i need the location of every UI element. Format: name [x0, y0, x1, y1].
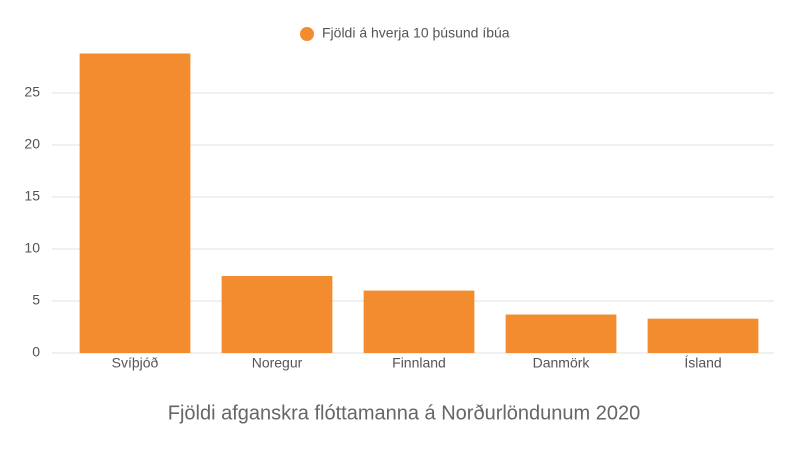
x-tick-label: Svíþjóð — [112, 355, 159, 371]
x-tick-label: Ísland — [684, 355, 721, 371]
y-tick-label: 25 — [24, 84, 40, 100]
x-tick-label: Noregur — [252, 355, 303, 371]
y-tick-label: 20 — [24, 136, 40, 152]
bar — [363, 290, 475, 353]
legend-label: Fjöldi á hverja 10 þúsund íbúa — [322, 25, 510, 41]
bar — [647, 318, 759, 353]
x-tick-label: Finnland — [392, 355, 446, 371]
bar — [221, 276, 333, 353]
bar — [505, 314, 617, 353]
y-tick-label: 10 — [24, 240, 40, 256]
chart-title: Fjöldi afganskra flóttamanna á Norðurlön… — [168, 402, 641, 424]
y-tick-label: 15 — [24, 188, 40, 204]
y-tick-label: 5 — [32, 292, 40, 308]
x-tick-label: Danmörk — [533, 355, 591, 371]
y-tick-label: 0 — [32, 344, 40, 360]
bar — [79, 53, 191, 353]
legend-marker — [300, 27, 314, 41]
